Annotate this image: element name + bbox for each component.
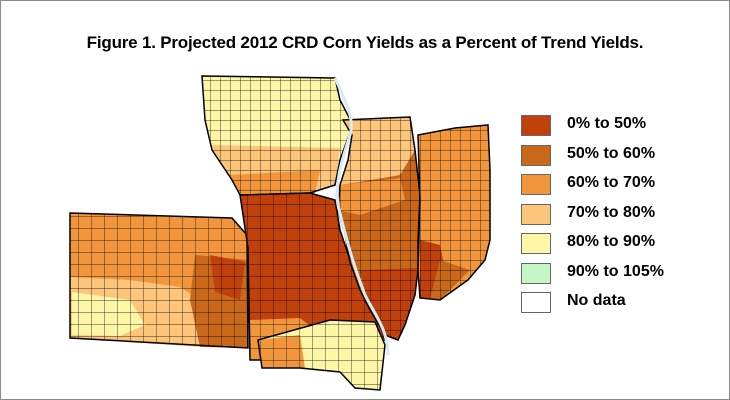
figure-title: Figure 1. Projected 2012 CRD Corn Yields… xyxy=(86,33,644,52)
legend-label: 0% to 50% xyxy=(567,115,647,132)
legend-swatch xyxy=(521,233,551,254)
legend-label: 80% to 90% xyxy=(567,233,656,250)
legend-label: 90% to 105% xyxy=(567,262,664,280)
legend-swatch xyxy=(521,174,551,195)
state-southern-region xyxy=(257,319,386,391)
legend-label: 50% to 60% xyxy=(567,144,656,162)
legend-swatch xyxy=(521,115,551,136)
legend-swatch xyxy=(521,292,551,313)
legend-label: 70% to 80% xyxy=(567,203,656,221)
state-kansas xyxy=(69,212,249,349)
legend-swatch xyxy=(521,262,551,284)
legend-label: 60% to 70% xyxy=(567,174,656,191)
state-iowa xyxy=(201,75,354,196)
legend-label: No data xyxy=(567,292,626,309)
state-indiana xyxy=(417,124,491,301)
legend-swatch xyxy=(521,144,551,166)
legend-swatch xyxy=(521,203,551,225)
